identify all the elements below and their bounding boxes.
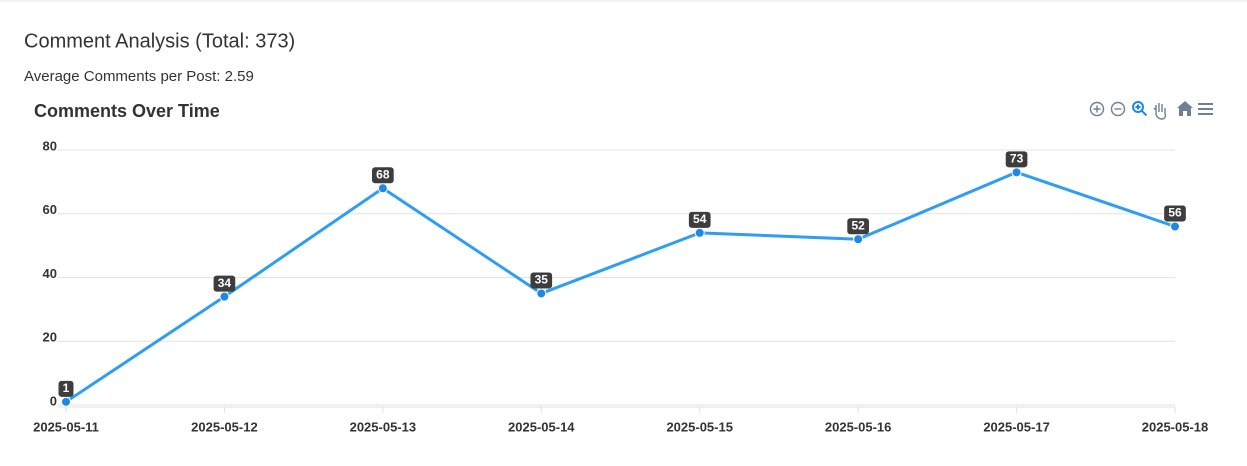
zoom-out-button[interactable] bbox=[1110, 101, 1126, 117]
chart-title: Comments Over Time bbox=[34, 101, 220, 121]
x-tick-label: 2025-05-16 bbox=[825, 419, 892, 434]
point bbox=[1170, 221, 1180, 232]
data-label-text: 52 bbox=[851, 218, 865, 232]
x-tick-label: 2025-05-12 bbox=[191, 419, 258, 434]
x-tick-label: 2025-05-14 bbox=[508, 419, 575, 434]
x-tick-label: 2025-05-18 bbox=[1142, 419, 1209, 434]
data-label-text: 68 bbox=[376, 167, 390, 181]
data-label-text: 56 bbox=[1168, 206, 1182, 220]
point bbox=[694, 227, 705, 238]
data-label: 52 bbox=[847, 218, 869, 235]
data-label: 56 bbox=[1164, 205, 1186, 222]
y-tick-label: 0 bbox=[50, 393, 57, 408]
y-tick-label: 20 bbox=[43, 330, 57, 345]
page-subtitle: Average Comments per Post: 2.59 bbox=[24, 68, 254, 85]
x-tick-label: 2025-05-13 bbox=[350, 419, 417, 434]
x-tick-label: 2025-05-11 bbox=[33, 419, 99, 434]
point bbox=[61, 396, 71, 407]
data-label: 35 bbox=[530, 272, 553, 289]
reset-button[interactable] bbox=[1177, 101, 1193, 116]
data-label-box bbox=[1164, 205, 1186, 222]
data-label-text: 1 bbox=[63, 381, 70, 395]
data-label-text: 73 bbox=[1010, 151, 1024, 165]
x-tick-label: 2025-05-15 bbox=[666, 419, 733, 434]
zoom-in-button[interactable] bbox=[1089, 101, 1105, 117]
x-tick-label: 2025-05-17 bbox=[983, 419, 1050, 434]
y-tick-label: 40 bbox=[43, 266, 57, 281]
data-label-text: 54 bbox=[693, 212, 707, 226]
data-label-box bbox=[1005, 151, 1028, 168]
data-label-text: 35 bbox=[535, 273, 549, 287]
page-title: Comment Analysis (Total: 373) bbox=[24, 30, 295, 52]
pan-button[interactable] bbox=[1153, 103, 1167, 120]
y-tick-label: 60 bbox=[43, 202, 57, 217]
toolbar bbox=[1089, 101, 1213, 120]
point bbox=[1011, 167, 1022, 178]
point bbox=[853, 234, 864, 245]
data-label-box bbox=[688, 211, 711, 228]
line bbox=[65, 170, 1176, 404]
menu-button[interactable] bbox=[1198, 103, 1213, 115]
data-label-text: 34 bbox=[218, 276, 232, 290]
data-label: 73 bbox=[1005, 151, 1028, 168]
data-label-box bbox=[530, 272, 553, 289]
data-label: 1 bbox=[58, 380, 74, 397]
data-label-box bbox=[847, 218, 869, 235]
data-label-box bbox=[372, 167, 394, 184]
data-label-box bbox=[213, 275, 236, 292]
data-label: 34 bbox=[213, 275, 236, 292]
zoom-select-button[interactable] bbox=[1132, 101, 1148, 117]
data-label: 68 bbox=[372, 167, 394, 184]
data-label-box bbox=[58, 380, 74, 397]
y-tick-label: 80 bbox=[43, 138, 57, 153]
point bbox=[219, 291, 230, 302]
data-label: 54 bbox=[688, 211, 711, 228]
point bbox=[536, 288, 547, 299]
point bbox=[377, 183, 388, 194]
